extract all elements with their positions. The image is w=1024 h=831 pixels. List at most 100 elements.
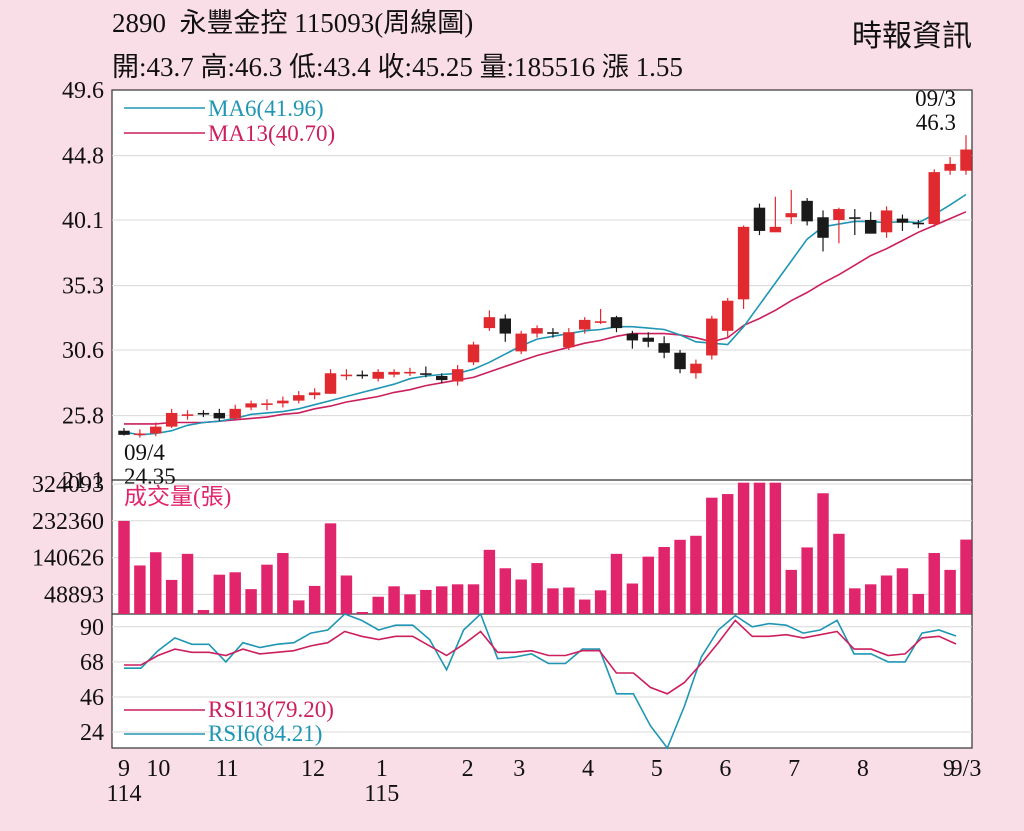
- candle-body: [944, 163, 956, 171]
- candle-body: [642, 337, 654, 342]
- volume-bar: [547, 588, 559, 614]
- source-label: 時報資訊: [852, 20, 972, 53]
- rsi-tick-label: 90: [80, 615, 104, 641]
- volume-bar: [293, 600, 305, 614]
- volume-bar: [880, 575, 893, 614]
- candle-body: [690, 363, 702, 374]
- volume-tick-label: 48893: [44, 582, 104, 608]
- volume-bar: [356, 611, 369, 614]
- volume-bar: [594, 590, 607, 614]
- candle-body: [372, 371, 384, 379]
- volume-bar: [849, 588, 861, 614]
- candle-body: [515, 333, 527, 352]
- candle-body: [277, 400, 289, 404]
- volume-panel-title: 成交量(張): [124, 484, 231, 509]
- x-tick-label: 5: [651, 756, 663, 782]
- candle-body: [864, 220, 877, 234]
- period-title: 115093(周線圖): [294, 8, 474, 38]
- candle-body: [165, 412, 178, 427]
- volume-bar: [404, 594, 416, 614]
- volume-bar: [642, 556, 654, 614]
- candle-body: [531, 328, 543, 334]
- volume-bar: [944, 569, 956, 614]
- candle-body: [896, 218, 909, 223]
- high-value-annotation: 46.3: [916, 110, 956, 135]
- candle-body: [737, 226, 750, 300]
- volume-bar: [261, 564, 273, 614]
- candle-body: [801, 200, 813, 222]
- candle-body: [197, 412, 210, 415]
- x-year-label: 114: [106, 781, 141, 807]
- change-label: 漲: [601, 52, 629, 82]
- high-value: 46.3: [235, 52, 283, 82]
- volume-bar: [928, 553, 940, 614]
- volume-bar: [531, 563, 543, 614]
- volume-bar: [277, 553, 289, 614]
- volume-label: 量:: [479, 52, 515, 82]
- stock-code: 2890: [112, 8, 166, 38]
- price-tick-label: 40.1: [62, 208, 104, 234]
- high-label: 高:: [200, 52, 236, 82]
- volume-bar: [197, 609, 210, 614]
- volume-bar: [451, 584, 464, 614]
- volume-bar: [706, 497, 718, 614]
- ma6-legend-label: MA6(41.96): [208, 96, 324, 121]
- rsi6-line: [124, 612, 957, 750]
- close-label: 收:: [377, 52, 413, 82]
- volume-bar: [610, 553, 623, 614]
- candle-body: [499, 318, 512, 334]
- volume-bar: [436, 586, 448, 614]
- rsi13-line: [124, 619, 957, 695]
- x-tick-label: 7: [788, 756, 800, 782]
- volume-bar: [753, 482, 766, 614]
- candle-body: [388, 371, 400, 375]
- candle-body: [118, 430, 130, 435]
- candle-body: [578, 319, 591, 330]
- price-tick-label: 21.1: [62, 468, 104, 494]
- low-value: 43.4: [323, 52, 371, 82]
- volume-bar: [229, 572, 241, 614]
- volume-bar: [690, 535, 702, 614]
- x-tick-label: 2: [462, 756, 474, 782]
- volume-bar: [372, 596, 384, 614]
- candle-body: [261, 403, 273, 405]
- volume-tick-label: 324093: [32, 472, 104, 498]
- volume-bar: [833, 533, 845, 614]
- candle-body: [769, 226, 782, 233]
- low-value-annotation: 24.35: [124, 464, 176, 489]
- price-tick-label: 35.3: [62, 274, 104, 300]
- rsi13-legend-label: RSI13(79.20): [208, 697, 334, 722]
- candle-body: [213, 412, 226, 419]
- ma13-legend-label: MA13(40.70): [208, 121, 335, 146]
- x-tick-label: 4: [582, 756, 594, 782]
- candle-body: [324, 373, 337, 394]
- candle-body: [451, 369, 464, 382]
- x-tick-label: 9/3: [951, 756, 982, 782]
- rsi-tick-label: 46: [80, 685, 104, 711]
- candle-body: [404, 371, 416, 374]
- candle-body: [134, 433, 146, 436]
- change-value: 1.55: [635, 52, 683, 82]
- candle-body: [483, 317, 496, 329]
- high-date-annotation: 09/3: [915, 86, 956, 111]
- candle-body: [960, 149, 972, 171]
- volume-bar: [499, 568, 512, 614]
- x-tick-label: 6: [719, 756, 731, 782]
- volume-bar: [245, 589, 257, 614]
- price-tick-label: 30.6: [62, 338, 104, 364]
- volume-bar: [785, 569, 797, 614]
- price-tick-label: 44.8: [62, 144, 104, 170]
- volume-bar: [817, 493, 829, 614]
- volume-bar: [801, 547, 813, 614]
- candle-body: [229, 408, 241, 419]
- volume-bar: [483, 549, 496, 614]
- candle-body: [849, 217, 861, 219]
- volume-bar: [912, 593, 925, 614]
- candle-body: [563, 332, 575, 348]
- candle-body: [833, 209, 845, 220]
- candle-body: [245, 403, 257, 408]
- volume-bar: [181, 553, 194, 614]
- candle-body: [674, 352, 686, 370]
- chart-frame: [111, 89, 973, 749]
- volume-bar: [388, 586, 400, 614]
